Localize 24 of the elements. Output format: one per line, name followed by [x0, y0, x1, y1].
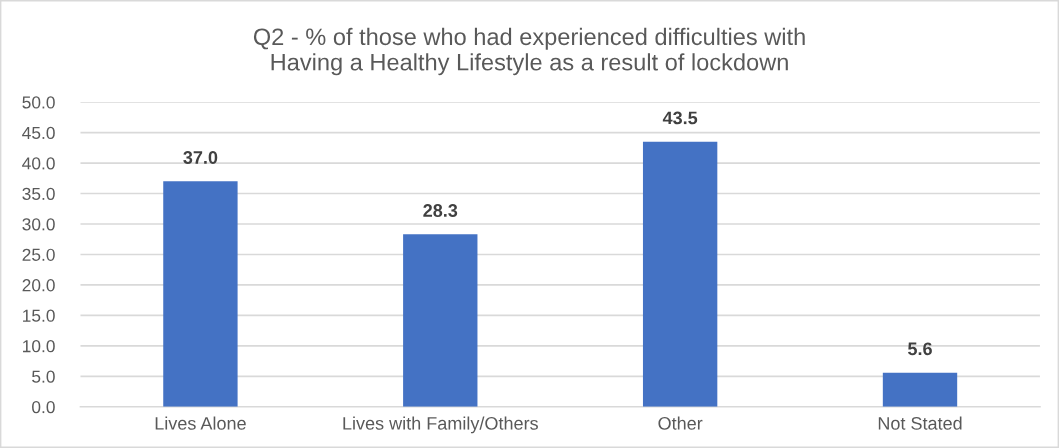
data-label: 43.5: [662, 111, 698, 125]
data-label: 28.3: [423, 204, 458, 217]
y-tick-label: 10.0: [23, 340, 55, 353]
y-tick-label: 25.0: [22, 248, 55, 261]
y-tick-label: 45.0: [22, 126, 55, 140]
y-tick-label: 20.0: [22, 279, 55, 292]
x-tick-label: Lives with Family/Others: [343, 416, 538, 434]
y-tick-label: 0.0: [32, 400, 55, 414]
bar: [882, 372, 958, 407]
data-label: 5.6: [908, 342, 932, 356]
y-tick-label: 40.0: [22, 157, 55, 170]
y-tick-label: 35.0: [22, 187, 55, 200]
bar: [403, 234, 478, 407]
bar: [642, 141, 718, 407]
data-label: 37.0: [183, 151, 218, 164]
x-tick-label: Lives Alone: [155, 416, 246, 430]
y-tick-label: 30.0: [22, 218, 55, 231]
bar: [163, 181, 238, 407]
chart-title: Q2 - % of those who had experienced difficulties with Having a Healthy Lifestyle as a result of lockdown: [253, 27, 805, 76]
x-tick-label: Other: [658, 416, 703, 430]
y-tick-label: 50.0: [22, 96, 55, 109]
y-tick-label: 15.0: [23, 309, 55, 322]
x-tick-label: Not Stated: [878, 416, 962, 430]
y-tick-label: 5.0: [32, 370, 55, 383]
